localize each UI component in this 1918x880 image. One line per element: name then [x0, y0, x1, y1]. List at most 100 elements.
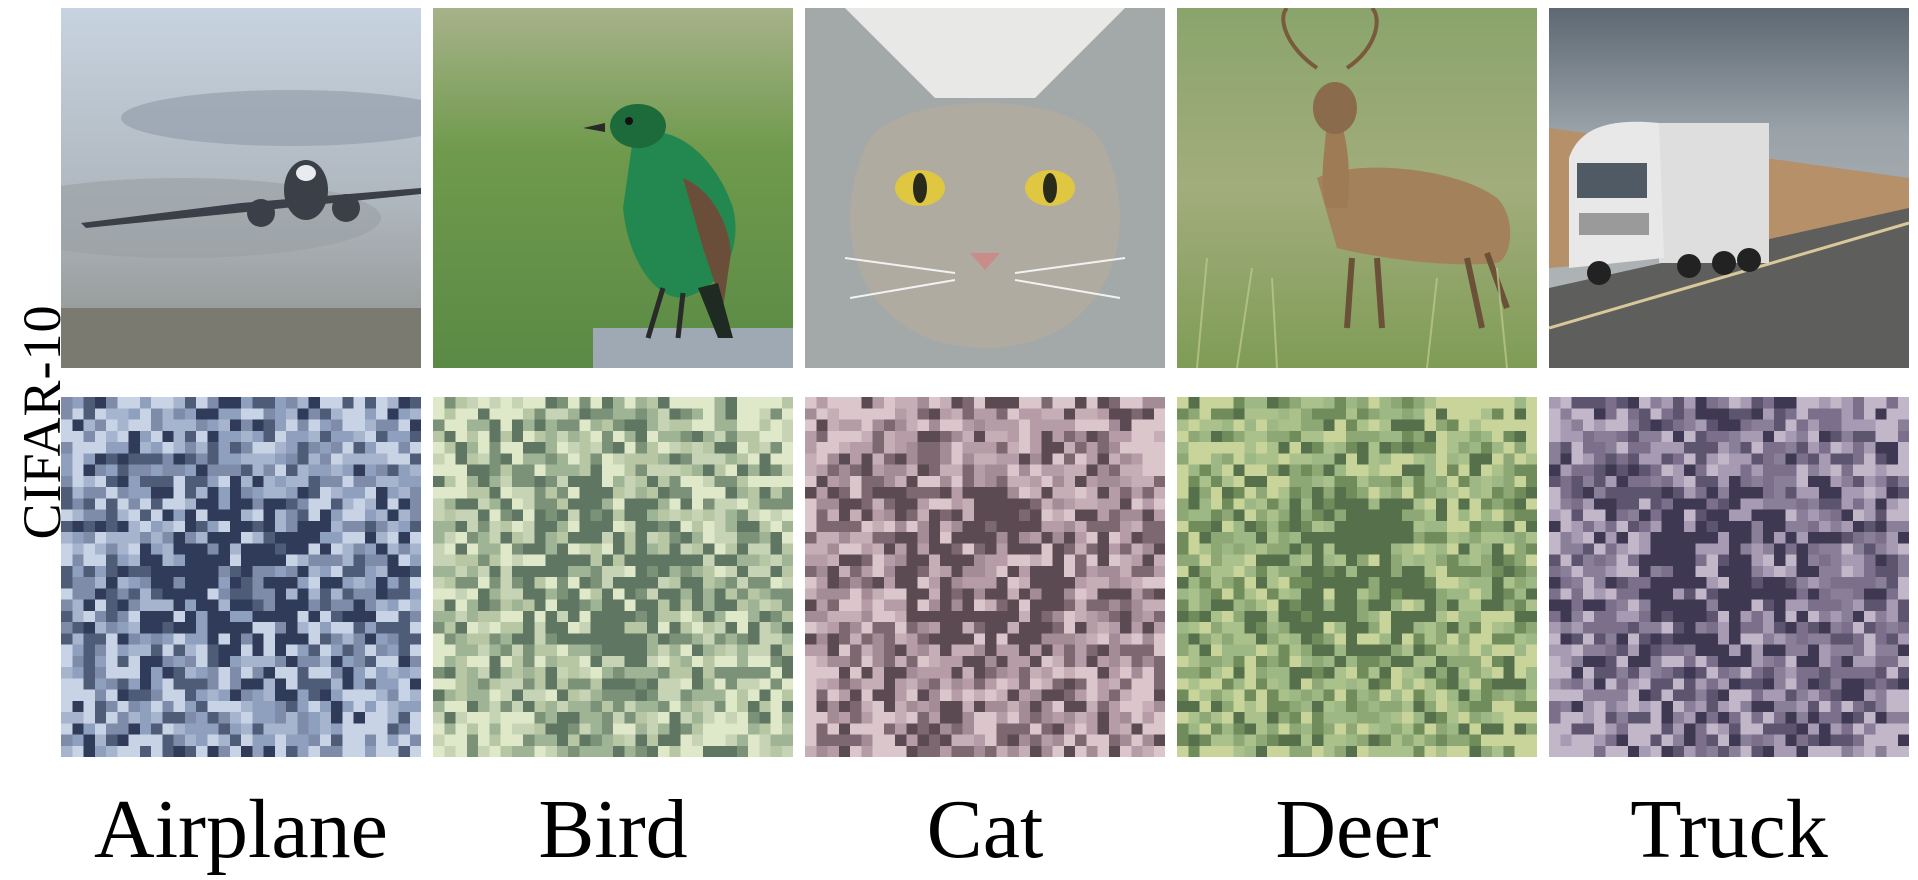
pixel-cell [500, 532, 512, 544]
pixel-cell [252, 588, 264, 600]
pixel-cell [805, 678, 817, 690]
pixel-cell [827, 723, 839, 735]
pixel-cell [1886, 667, 1898, 679]
pixel-cell [1188, 689, 1200, 701]
pixel-cell [1807, 577, 1820, 589]
pixel-cell [748, 689, 760, 701]
pixel-cell [1120, 644, 1132, 656]
pixel-cell [500, 577, 512, 589]
pixel-cell [466, 745, 479, 757]
pixel-cell [1469, 520, 1481, 533]
pixel-cell [331, 464, 343, 476]
pixel-cell [759, 599, 771, 611]
pixel-cell [433, 610, 445, 623]
pixel-cell [1244, 633, 1256, 645]
pixel-cell [1549, 520, 1561, 533]
pixel-cell [1819, 453, 1831, 465]
pixel-cell [1594, 475, 1606, 488]
pixel-cell [1413, 397, 1425, 409]
pixel-cell [1886, 644, 1898, 656]
pixel-cell [1131, 487, 1143, 499]
pixel-cell [714, 577, 726, 589]
pixel-cell [162, 700, 174, 713]
pixel-cell [1153, 487, 1165, 499]
pixel-cell [895, 712, 907, 724]
pixel-cell [511, 397, 524, 409]
pixel-cell [1897, 633, 1909, 645]
pixel-cell [1514, 667, 1526, 679]
pixel-cell [545, 475, 557, 488]
pixel-cell [680, 543, 692, 555]
pixel-cell [1312, 475, 1324, 488]
pixel-cell [1142, 622, 1154, 634]
pixel-cell [1864, 599, 1876, 611]
pixel-cell [1153, 397, 1165, 409]
pixel-cell [1897, 577, 1909, 589]
pixel-cell [838, 745, 851, 757]
pixel-cell [940, 734, 952, 746]
pixel-cell [286, 644, 298, 656]
pixel-cell [207, 543, 219, 555]
pixel-cell [1897, 442, 1909, 454]
pixel-cell [1841, 655, 1853, 668]
pixel-cell [838, 678, 851, 690]
pixel-cell [861, 397, 873, 409]
pixel-cell [736, 498, 749, 510]
pixel-cell [1627, 700, 1640, 713]
pixel-cell [568, 453, 580, 465]
pixel-cell [1560, 633, 1572, 645]
pixel-cell [883, 408, 896, 420]
pixel-cell [523, 745, 535, 757]
pixel-cell [252, 667, 264, 679]
pixel-cell [805, 475, 817, 488]
pixel-cell [331, 723, 343, 735]
pixel-cell [398, 543, 410, 555]
pixel-cell [353, 655, 365, 668]
pixel-cell [1097, 408, 1109, 420]
pixel-cell [1560, 532, 1572, 544]
pixel-cell [1807, 667, 1820, 679]
pixel-cell [353, 509, 365, 521]
pixel-cell [1255, 700, 1268, 713]
pixel-cell [1368, 475, 1380, 488]
pixel-cell [500, 734, 512, 746]
pixel-cell [759, 610, 771, 623]
pixel-cell [500, 520, 512, 533]
pixel-cell [511, 734, 524, 746]
pixel-cell [1413, 734, 1425, 746]
pixel-cell [1086, 734, 1098, 746]
pixel-cell [511, 509, 524, 521]
pixel-cell [1041, 588, 1053, 600]
pixel-cell [263, 599, 275, 611]
pixel-cell [1807, 655, 1820, 668]
pixel-cell [1717, 565, 1730, 578]
pixel-cell [748, 430, 760, 443]
pixel-cell [748, 453, 760, 465]
pixel-cell [1210, 475, 1223, 488]
pixel-cell [1030, 655, 1042, 668]
pixel-cell [861, 622, 873, 634]
pixel-cell [1018, 419, 1031, 431]
pixel-cell [1774, 419, 1786, 431]
pixel-cell [229, 453, 242, 465]
pixel-cell [1762, 667, 1775, 679]
pixel-cell [1120, 712, 1132, 724]
pixel-cell [759, 689, 771, 701]
pixel-cell [184, 453, 197, 465]
pixel-cell [1751, 655, 1763, 668]
pixel-cell [1480, 622, 1493, 634]
pixel-cell [409, 700, 421, 713]
pixel-cell [545, 577, 557, 589]
pixel-cell [444, 588, 456, 600]
pixel-cell [1875, 532, 1887, 544]
pixel-cell [770, 745, 782, 757]
pixel-cell [1018, 453, 1031, 465]
pixel-cell [951, 610, 963, 623]
pixel-cell [308, 734, 320, 746]
pixel-cell [646, 554, 659, 566]
pixel-cell [207, 689, 219, 701]
pixel-cell [364, 487, 377, 499]
pixel-cell [1210, 509, 1223, 521]
pixel-cell [409, 633, 421, 645]
pixel-cell [838, 723, 851, 735]
